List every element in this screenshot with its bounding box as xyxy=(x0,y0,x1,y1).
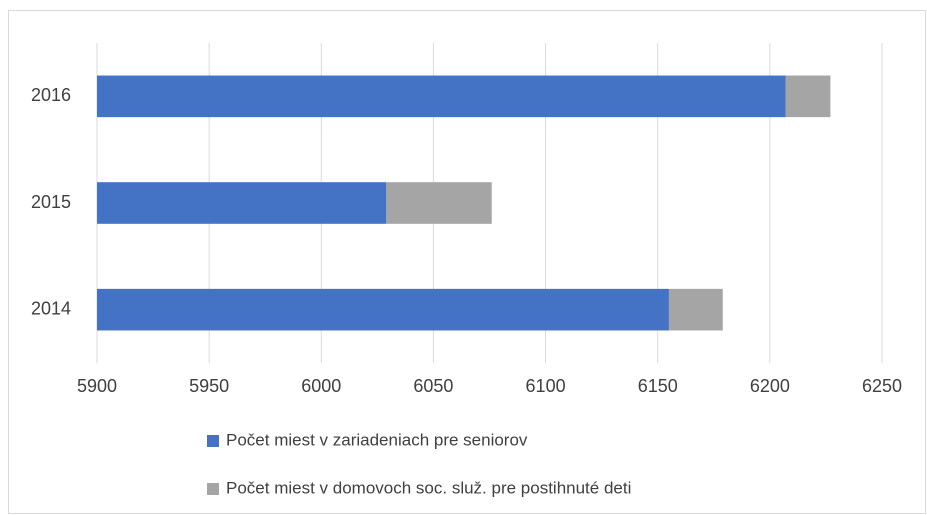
x-tick-label: 6150 xyxy=(638,376,678,396)
bar-segment xyxy=(386,182,492,224)
bar-segment xyxy=(97,75,786,118)
x-tick-label: 6200 xyxy=(750,376,790,396)
legend-label: Počet miest v zariadeniach pre seniorov xyxy=(226,430,528,449)
y-tick-label: 2016 xyxy=(31,85,71,105)
y-tick-label: 2015 xyxy=(31,192,71,212)
x-tick-label: 5950 xyxy=(189,376,229,396)
bar-segment xyxy=(97,182,387,224)
x-tick-label: 6050 xyxy=(413,376,453,396)
x-tick-label: 6250 xyxy=(862,376,902,396)
y-tick-label: 2014 xyxy=(31,298,71,318)
legend-label: Počet miest v domovoch soc. služ. pre po… xyxy=(226,478,631,497)
x-tick-label: 5900 xyxy=(77,376,117,396)
legend-swatch xyxy=(207,483,219,495)
legend-swatch xyxy=(207,435,219,447)
x-tick-label: 6000 xyxy=(301,376,341,396)
bar-segment xyxy=(97,288,669,331)
bar-segment xyxy=(785,75,831,118)
x-tick-label: 6100 xyxy=(526,376,566,396)
bar-segment xyxy=(668,288,723,331)
